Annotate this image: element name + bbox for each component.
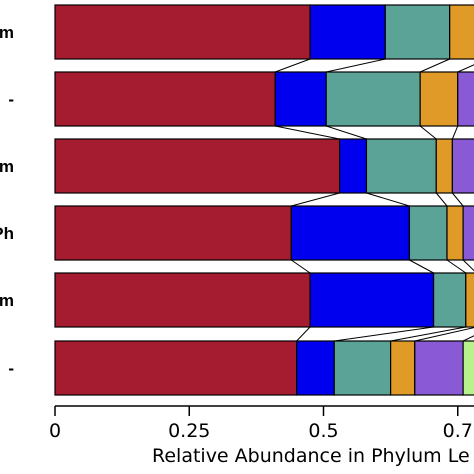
bar-segment-1-1 bbox=[54, 4, 311, 60]
connector-line bbox=[390, 326, 466, 342]
connector-line bbox=[462, 259, 474, 272]
bar-segment-2-2 bbox=[274, 71, 327, 127]
bar-segment-1-4 bbox=[449, 4, 474, 60]
category-label: FAm bbox=[0, 157, 14, 176]
bar-segment-5-1 bbox=[54, 272, 311, 328]
bar-segment-3-5 bbox=[451, 138, 474, 194]
x-tick-label: 0.5 bbox=[308, 420, 338, 442]
bar-segment-6-6 bbox=[462, 340, 474, 396]
x-axis-title: Relative Abundance in Phylum Le bbox=[152, 445, 470, 467]
connector-line bbox=[451, 125, 459, 140]
connector-line bbox=[414, 327, 474, 342]
bar-segment-4-1 bbox=[54, 205, 292, 261]
connector-line bbox=[419, 58, 450, 73]
x-tick-label: 0 bbox=[49, 420, 61, 442]
connector-line bbox=[366, 192, 410, 207]
x-tick-label: 0.7 bbox=[443, 420, 473, 442]
connector-line bbox=[275, 125, 340, 140]
bar-segment-3-3 bbox=[365, 138, 437, 194]
bar-segment-2-4 bbox=[419, 71, 459, 127]
connector-line bbox=[435, 192, 448, 207]
bar-segment-4-4 bbox=[446, 205, 464, 261]
connector-line bbox=[326, 58, 386, 73]
bar-segment-5-3 bbox=[432, 272, 467, 328]
bar-segment-3-2 bbox=[339, 138, 368, 194]
connector-line bbox=[296, 326, 311, 342]
bar-segment-6-2 bbox=[296, 340, 335, 396]
bar-segment-3-1 bbox=[54, 138, 341, 194]
connector-line bbox=[409, 259, 434, 274]
connector-line bbox=[274, 58, 311, 73]
bar-segment-4-3 bbox=[408, 205, 448, 261]
bar-segment-5-4 bbox=[465, 272, 474, 328]
connector-line bbox=[457, 64, 474, 73]
x-tick-label: 0.25 bbox=[168, 420, 210, 442]
bar-segment-4-2 bbox=[290, 205, 411, 261]
bar-segment-1-2 bbox=[309, 4, 386, 60]
bar-segment-2-5 bbox=[457, 71, 474, 127]
bar-segment-2-1 bbox=[54, 71, 276, 127]
bar-segment-5-2 bbox=[309, 272, 435, 328]
connector-line bbox=[451, 192, 464, 207]
bar-segment-3-4 bbox=[435, 138, 453, 194]
category-label: m bbox=[0, 23, 14, 42]
bar-segment-2-3 bbox=[325, 71, 421, 127]
bar-segment-6-3 bbox=[333, 340, 392, 396]
connector-line bbox=[334, 326, 434, 342]
bar-segment-4-5 bbox=[462, 205, 474, 261]
category-label: - bbox=[8, 359, 14, 378]
connector-line bbox=[419, 125, 437, 140]
bar-segment-6-5 bbox=[414, 340, 464, 396]
bar-segment-1-3 bbox=[384, 4, 451, 60]
bar-segment-6-1 bbox=[54, 340, 298, 396]
connector-line bbox=[290, 259, 311, 274]
category-label: - bbox=[8, 90, 14, 109]
category-label: Ph bbox=[0, 224, 14, 243]
connector-line bbox=[326, 125, 367, 140]
connector-line bbox=[446, 259, 467, 274]
bar-segment-6-4 bbox=[390, 340, 416, 396]
connector-line bbox=[462, 335, 474, 342]
connector-line bbox=[291, 192, 340, 207]
category-label: PhAm bbox=[0, 291, 14, 310]
